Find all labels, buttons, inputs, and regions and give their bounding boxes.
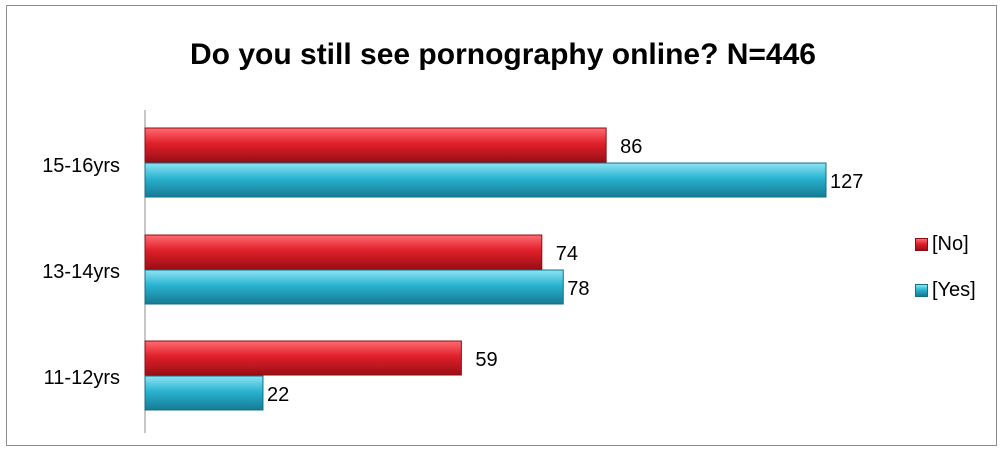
legend-swatch-no bbox=[915, 237, 928, 251]
value-label-no-2: 59 bbox=[475, 349, 497, 371]
bar-yes-0 bbox=[144, 162, 827, 198]
chart-title: Do you still see pornography online? N=4… bbox=[190, 38, 816, 71]
value-label-yes-0: 127 bbox=[830, 171, 863, 193]
category-label-0: 15-16yrs bbox=[42, 155, 120, 177]
legend: [No] [Yes] bbox=[915, 232, 976, 324]
bar-yes-1 bbox=[144, 269, 564, 305]
legend-item-no: [No] bbox=[915, 232, 976, 256]
bar-no-0 bbox=[144, 127, 607, 163]
category-label-1: 13-14yrs bbox=[42, 261, 120, 283]
legend-item-yes: [Yes] bbox=[915, 278, 976, 302]
legend-swatch-yes bbox=[915, 283, 928, 297]
legend-label-no: [No] bbox=[932, 232, 969, 255]
category-label-2: 11-12yrs bbox=[44, 367, 120, 389]
bar-yes-2 bbox=[144, 375, 264, 411]
bar-no-1 bbox=[144, 234, 543, 270]
legend-label-yes: [Yes] bbox=[932, 278, 976, 301]
value-label-no-1: 74 bbox=[556, 243, 578, 265]
bar-no-2 bbox=[144, 340, 462, 376]
value-label-yes-1: 78 bbox=[567, 278, 589, 300]
value-label-no-0: 86 bbox=[620, 136, 642, 158]
value-label-yes-2: 22 bbox=[267, 384, 289, 406]
